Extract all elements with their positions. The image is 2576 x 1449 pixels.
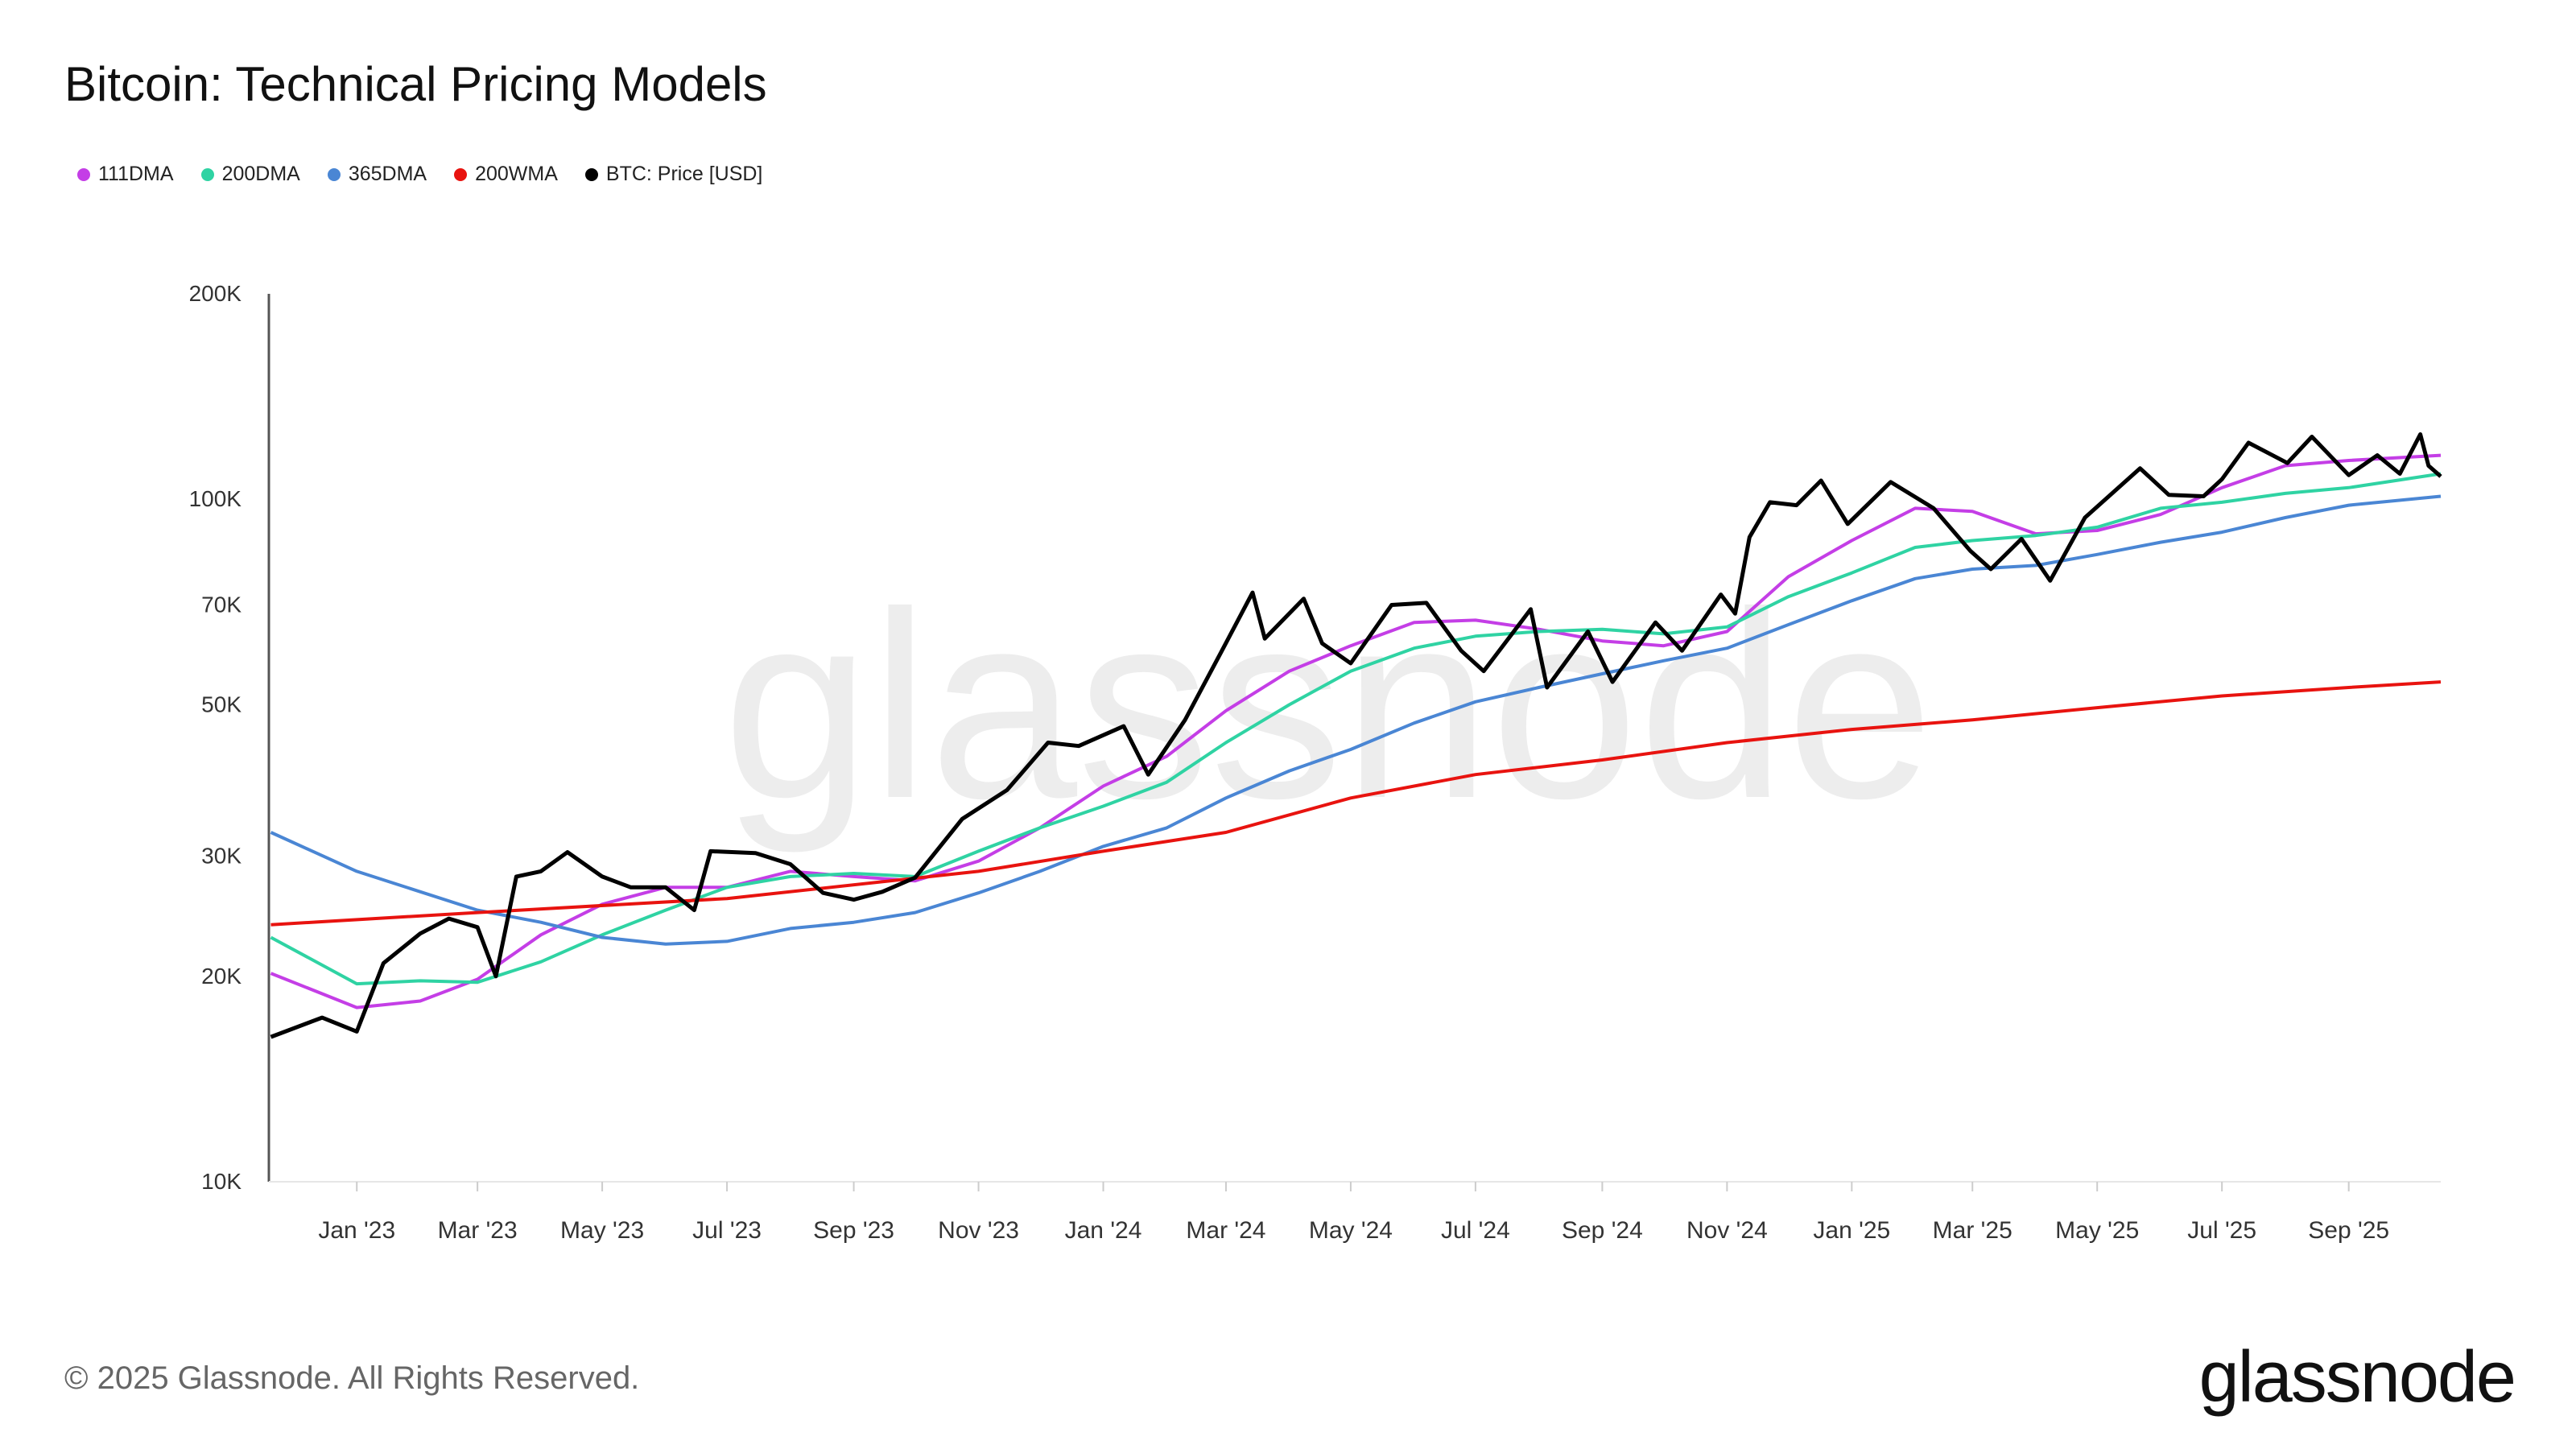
x-tick-label: Mar '25	[1933, 1217, 2013, 1244]
legend-item[interactable]: 200DMA	[200, 163, 300, 186]
legend-label: 200WMA	[475, 163, 558, 185]
copyright: © 2025 Glassnode. All Rights Reserved.	[64, 1360, 640, 1396]
y-tick-label: 100K	[189, 486, 242, 511]
legend-label: 365DMA	[348, 163, 427, 185]
legend: 111DMA 200DMA 365DMA 200WMA BTC: Price [USD]	[77, 163, 762, 186]
x-tick-label: Nov '23	[938, 1217, 1019, 1244]
x-tick-label: Jan '24	[1065, 1217, 1142, 1244]
series-line-365dma	[270, 494, 2442, 946]
x-tick-label: Sep '23	[813, 1217, 894, 1244]
y-tick-label: 30K	[201, 844, 242, 869]
legend-dot-icon	[77, 167, 90, 181]
legend-item[interactable]: 200WMA	[454, 163, 558, 186]
series-line-btc-price-usd-	[270, 432, 2442, 1039]
legend-dot-icon	[454, 167, 468, 181]
x-tick-label: Mar '23	[438, 1217, 518, 1244]
y-tick-label: 200K	[189, 281, 242, 306]
chart-title: Bitcoin: Technical Pricing Models	[64, 57, 767, 111]
legend-item[interactable]: 111DMA	[77, 163, 174, 186]
x-tick-label: May '24	[1309, 1217, 1393, 1244]
x-tick-label: May '23	[560, 1217, 644, 1244]
legend-label: 200DMA	[221, 163, 300, 185]
legend-label: BTC: Price [USD]	[605, 163, 763, 185]
watermark: glassnode	[723, 556, 1934, 855]
x-tick-label: Jul '25	[2187, 1217, 2256, 1244]
series-line-200dma	[270, 472, 2442, 986]
y-tick-label: 20K	[201, 964, 242, 989]
legend-item[interactable]: BTC: Price [USD]	[584, 163, 763, 186]
legend-dot-icon	[584, 167, 598, 181]
y-tick-label: 70K	[201, 592, 242, 617]
x-tick-label: Sep '25	[2308, 1217, 2389, 1244]
x-tick-label: Jul '23	[692, 1217, 762, 1244]
series-line-200wma	[270, 680, 2442, 927]
legend-label: 111DMA	[98, 163, 174, 185]
x-tick-label: May '25	[2055, 1217, 2139, 1244]
x-tick-label: Mar '24	[1186, 1217, 1265, 1244]
x-tick-label: Jul '24	[1441, 1217, 1510, 1244]
legend-item[interactable]: 365DMA	[327, 163, 427, 186]
x-tick-label: Sep '24	[1562, 1217, 1643, 1244]
x-tick-label: Nov '24	[1686, 1217, 1768, 1244]
glassnode-logo: glassnode	[2198, 1337, 2516, 1418]
x-tick-label: Jan '25	[1813, 1217, 1890, 1244]
y-tick-label: 50K	[201, 691, 242, 716]
legend-dot-icon	[327, 167, 341, 181]
x-tick-label: Jan '23	[318, 1217, 395, 1244]
legend-dot-icon	[200, 167, 214, 181]
y-tick-label: 10K	[201, 1169, 242, 1194]
